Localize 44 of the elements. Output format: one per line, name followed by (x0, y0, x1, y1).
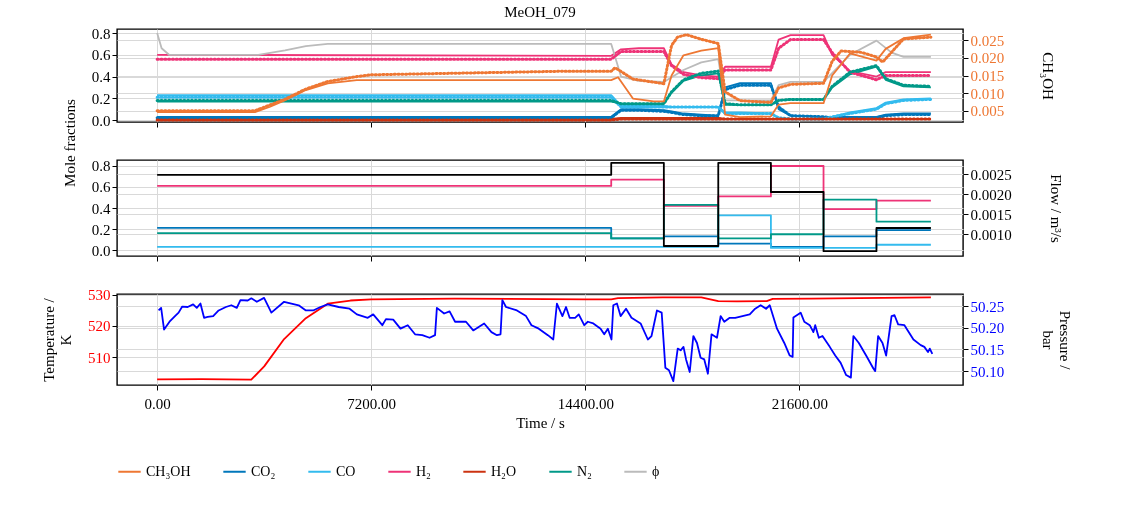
y2-tick-label: 50.15 (970, 341, 1005, 358)
legend-label: CO₂ (251, 463, 276, 479)
y-tick-label: 0.4 (91, 200, 111, 217)
y2-tick-label: 0.0025 (970, 166, 1012, 183)
legend-label: CH₃OH (146, 463, 191, 479)
y-tick-label: 0.6 (91, 179, 111, 196)
y2-tick-label: 50.25 (970, 298, 1005, 315)
y2-tick-label: 50.20 (970, 320, 1005, 337)
y-tick-label: 0.6 (91, 47, 111, 64)
x-axis-title: Time / s (516, 414, 565, 431)
y2-tick-label: 0.025 (970, 32, 1005, 49)
y2-tick-label: 0.020 (970, 50, 1005, 67)
y-tick-label: 520 (88, 318, 111, 335)
y2-tick-label: 0.0015 (970, 206, 1012, 223)
y-tick-label: 0.2 (91, 90, 111, 107)
y-tick-label: 510 (88, 349, 111, 366)
y-tick-label: 530 (88, 287, 111, 304)
legend-label: H₂ (416, 463, 432, 479)
y2-tick-label: 0.0020 (970, 186, 1012, 203)
legend-label: ϕ (652, 463, 660, 479)
chart-title: MeOH_079 (504, 4, 576, 21)
x-tick-label: 14400.00 (557, 395, 614, 412)
y2-axis-title: Pressure / bar (1040, 310, 1074, 371)
y-tick-label: 0.0 (91, 112, 111, 129)
x-tick-label: 21600.00 (771, 395, 829, 412)
y-axis-title: Temperature / K (41, 297, 74, 382)
y-tick-label: 0.8 (91, 158, 111, 175)
y2-tick-label: 0.005 (970, 103, 1005, 120)
x-tick-label: 7200.00 (347, 395, 397, 412)
y2-tick-label: 0.010 (970, 85, 1005, 102)
y2-axis-title: Flow / m³/s (1047, 174, 1064, 243)
legend-label: CO (336, 463, 356, 479)
y2-tick-label: 0.015 (970, 68, 1005, 84)
legend-label: H₂O (491, 463, 517, 479)
legend-label: N₂ (577, 463, 593, 479)
y-tick-label: 0.8 (91, 25, 111, 42)
y2-tick-label: 50.10 (970, 363, 1005, 380)
y2-axis-title: CH₃OH (1040, 52, 1057, 101)
y-tick-label: 0.4 (91, 69, 111, 86)
x-tick-label: 0.00 (144, 395, 171, 412)
y-tick-label: 0.2 (91, 221, 111, 238)
y2-tick-label: 0.0010 (970, 226, 1012, 243)
y-axis-title: Mole fractions (61, 98, 78, 187)
y-tick-label: 0.0 (91, 242, 111, 259)
